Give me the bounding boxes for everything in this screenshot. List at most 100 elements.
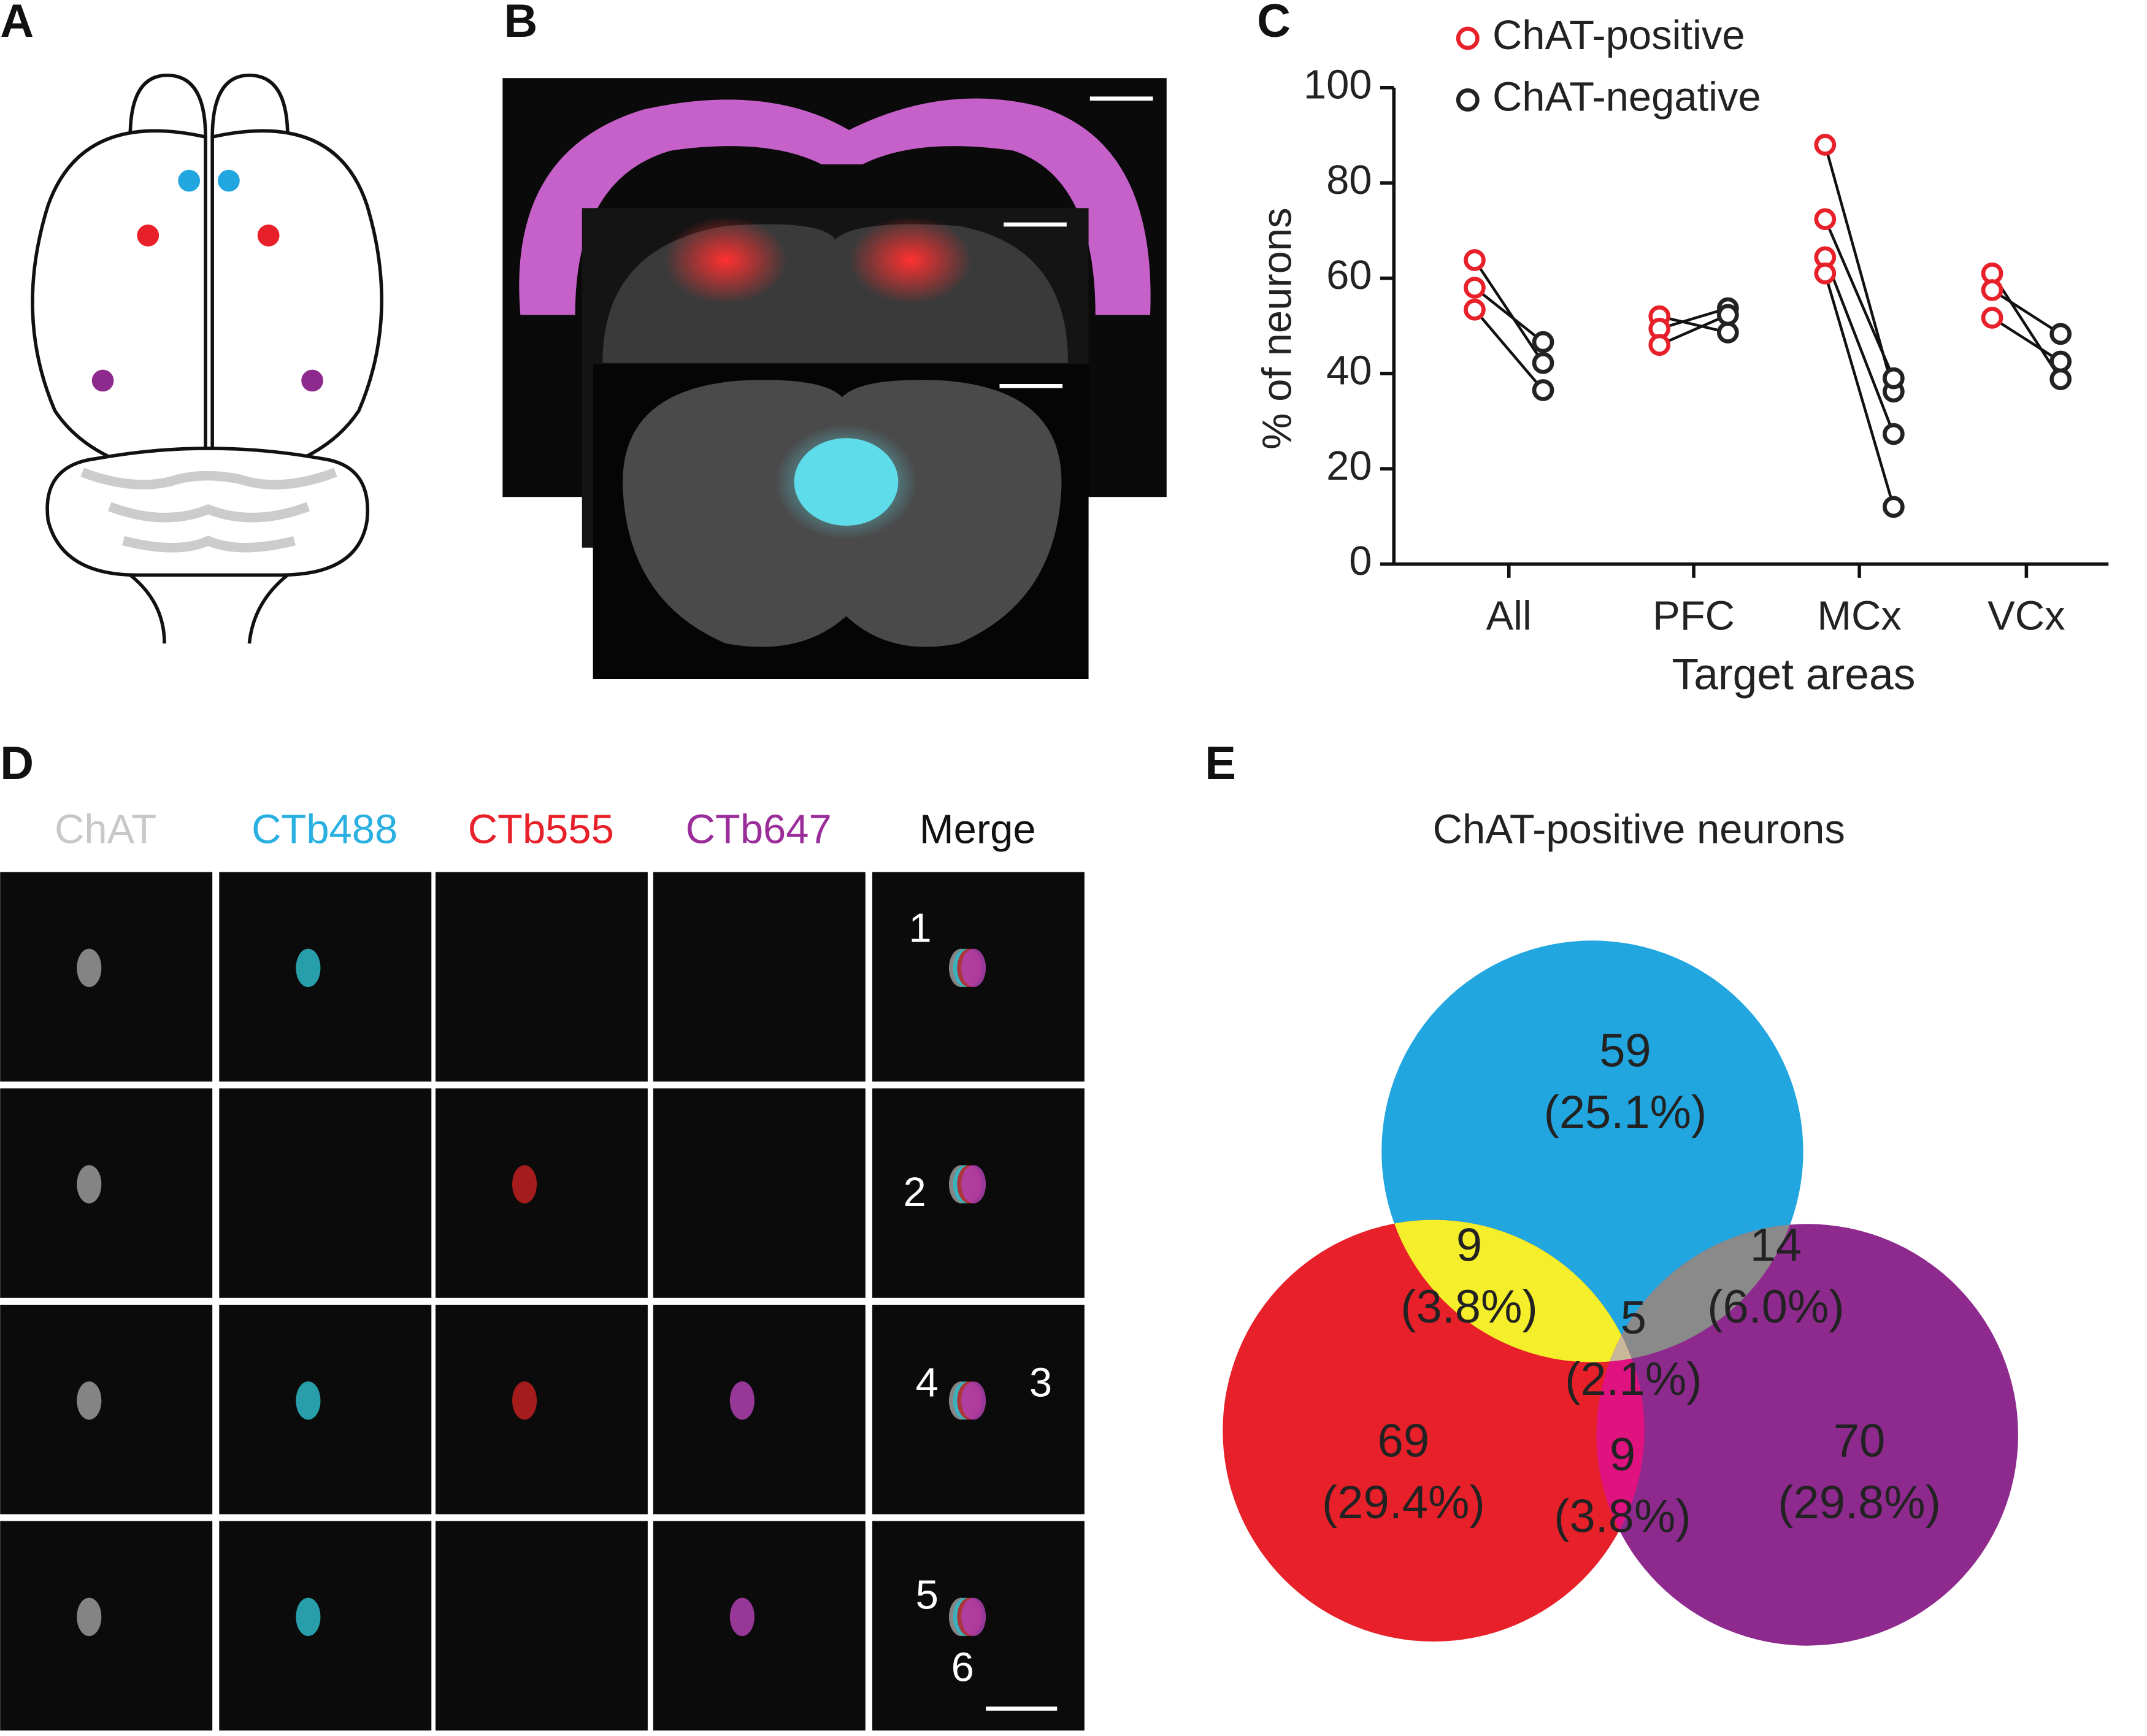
panel-label: D [0,737,34,789]
data-point [1464,249,1486,271]
region-percent: (25.1%) [1544,1086,1707,1139]
legend-marker [1456,26,1480,50]
legend-marker [1456,88,1480,112]
data-point [1883,423,1905,445]
micrograph [435,1088,648,1298]
x-tick-label: All [1486,593,1532,639]
cell-number: 5 [916,1572,939,1618]
data-point [2049,323,2072,345]
data-point [1464,277,1486,299]
legend-label: ChAT-negative [1492,74,1761,120]
data-point [1648,334,1671,356]
pair-line [1824,256,1895,435]
region-percent: (6.0%) [1707,1281,1844,1333]
region-percent: (2.1%) [1565,1353,1702,1405]
micrograph [653,1521,866,1731]
x-tick-label: PFC [1653,593,1735,639]
cell [296,948,321,988]
micrograph [653,872,866,1082]
region-count: 9 [1456,1219,1482,1272]
region-count: 70 [1834,1415,1885,1467]
region-percent: (3.8%) [1554,1490,1691,1542]
pair-line [1991,289,2062,336]
legend-label: ChAT-positive [1492,12,1745,58]
data-point [1814,262,1837,285]
y-tick-label: 40 [1326,348,1372,394]
cell [77,1381,102,1420]
brain-schematic [31,73,383,644]
region-count: 5 [1621,1292,1646,1344]
pair-line [1473,286,1544,344]
x-tick-label: VCx [1988,593,2065,639]
cell [729,1597,755,1637]
panel-label: A [0,0,34,47]
micrograph [0,872,213,1082]
data-point [1464,298,1486,321]
pair-line [1659,307,1729,330]
data-point [1883,367,1905,390]
region-percent: (29.4%) [1322,1477,1485,1529]
channel-label: CTb647 [686,807,832,853]
cell [512,1381,537,1420]
venn-title: ChAT-positive neurons [1433,807,1845,853]
cell [77,948,102,988]
pair-line [1659,313,1729,347]
cell-number: 1 [908,905,931,951]
cell-number: 3 [1029,1359,1052,1405]
chart-c: % of neurons Target areas 0 20 40 60 80 100 Al… [1254,12,2109,699]
micrograph [653,1088,866,1298]
cell [296,1597,321,1637]
data-point [1532,331,1554,353]
pair-line [1473,259,1545,364]
y-tick-label: 0 [1349,538,1372,584]
cell [961,1381,986,1420]
region-count: 59 [1599,1025,1651,1077]
venn-diagram: ChAT-positive neurons 59(25.1%)9(3.8%)14… [1223,807,2018,1646]
data-point [1981,307,2003,329]
data-point [1716,304,1739,326]
y-tick-label: 60 [1326,252,1372,298]
micrograph [0,1304,213,1515]
cell-number: 6 [951,1645,974,1691]
injection-dots [91,169,323,392]
cell [729,1381,755,1420]
micrograph [435,1521,648,1731]
cell [961,1165,986,1204]
brain-sections [502,78,1167,680]
region-count: 14 [1750,1219,1802,1272]
data-point [1814,208,1837,231]
region-percent: (3.8%) [1400,1281,1537,1333]
micrograph [219,1521,432,1731]
pair-line [1824,218,1895,379]
region-percent: (29.8%) [1778,1477,1941,1529]
cell [961,948,986,988]
data-point [1532,351,1554,374]
cell [961,1597,986,1637]
micrograph [219,1088,432,1298]
panel-label: C [1257,0,1291,47]
data-point [1883,496,1905,518]
data-point [2049,368,2072,391]
data-point [2049,350,2072,373]
cell [296,1381,321,1420]
data-point [1981,279,2003,301]
region-count: 9 [1610,1429,1635,1481]
panel-label: E [1205,737,1236,789]
x-axis-label: Target areas [1672,650,1915,699]
pair-line [1991,317,2062,363]
panel-d: ChAT CTb488 CTb555 CTb647 Merge 1 2 4 3 56 [0,807,1085,1731]
micrograph [219,872,432,1082]
data-point [1814,134,1837,156]
micrograph [219,1304,432,1515]
pair-line [1991,272,2062,380]
cell-number: 4 [916,1359,939,1405]
micrograph [435,1304,648,1515]
micrograph [653,1304,866,1515]
micrograph [0,1088,213,1298]
pair-line [1473,309,1545,391]
y-tick-label: 100 [1304,62,1372,108]
channel-label: CTb555 [468,807,614,853]
data-point [1532,379,1554,401]
